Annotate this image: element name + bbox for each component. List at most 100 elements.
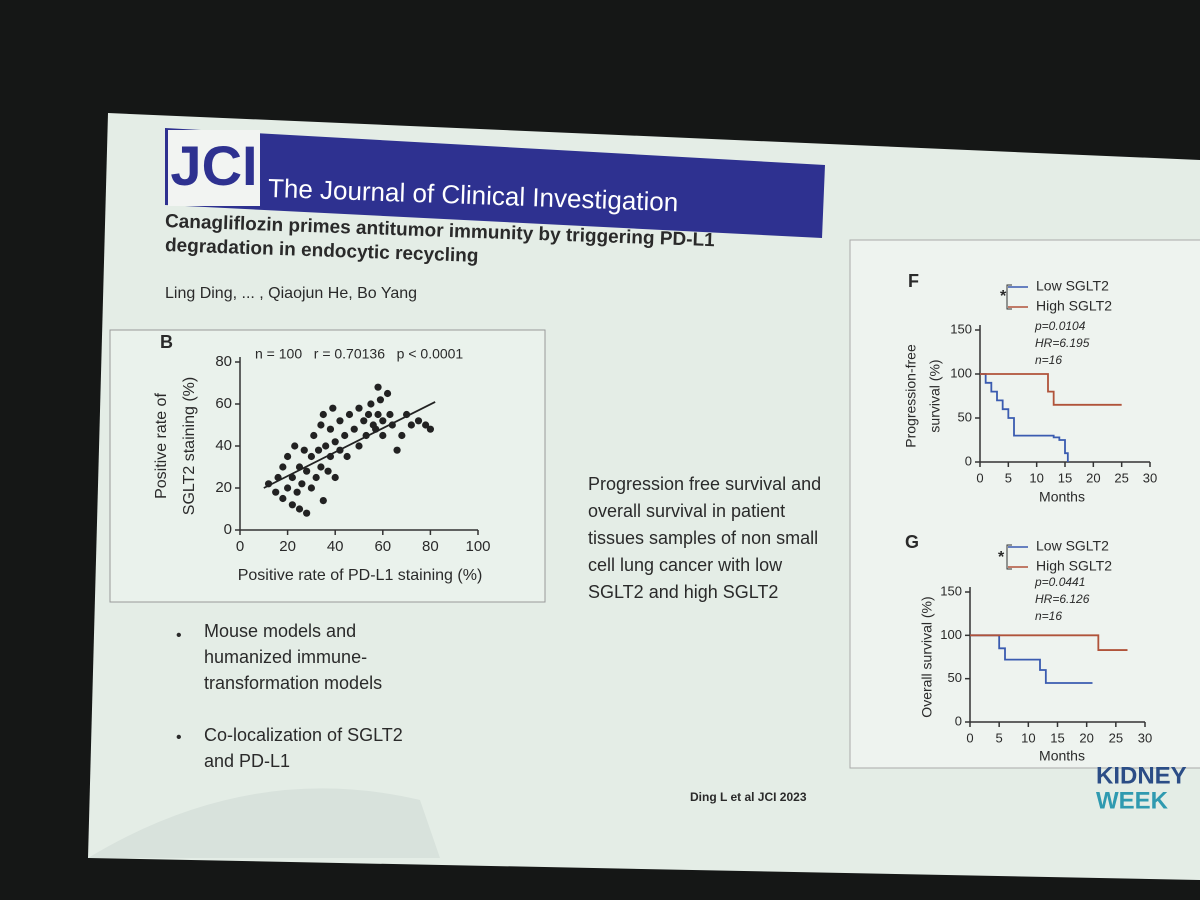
point bbox=[422, 421, 430, 429]
legend-label: Low SGLT2 bbox=[1036, 278, 1109, 294]
survival-curve bbox=[980, 373, 1122, 406]
x-axis-label: Positive rate of PD-L1 staining (%) bbox=[238, 567, 483, 584]
point bbox=[303, 467, 311, 475]
point bbox=[326, 425, 335, 433]
point bbox=[383, 389, 392, 398]
x-tick-label: 0 bbox=[966, 730, 973, 745]
point bbox=[324, 467, 332, 475]
stat: p=0.0104 bbox=[1034, 319, 1086, 333]
x-tick-label: 20 bbox=[279, 538, 296, 555]
point bbox=[288, 501, 296, 509]
point bbox=[355, 404, 363, 412]
brand: KIDNEY bbox=[1096, 762, 1187, 789]
x-tick-label: 0 bbox=[976, 470, 983, 485]
panel-b bbox=[109, 329, 546, 603]
summary-text: SGLT2 and high SGLT2 bbox=[588, 582, 778, 602]
point bbox=[295, 505, 304, 513]
y-tick-label: 50 bbox=[948, 670, 962, 685]
point bbox=[307, 452, 315, 461]
point bbox=[284, 452, 292, 461]
slide-decoration bbox=[88, 788, 440, 858]
stat: n=16 bbox=[1035, 609, 1062, 623]
point bbox=[360, 417, 368, 425]
survival-curve bbox=[970, 634, 1093, 684]
trend-line bbox=[263, 401, 436, 489]
x-tick-label: 100 bbox=[465, 538, 490, 555]
point bbox=[291, 442, 299, 450]
y-tick-label: 0 bbox=[965, 453, 972, 468]
jci-banner bbox=[165, 128, 825, 238]
point bbox=[343, 452, 351, 461]
jci-logo-box bbox=[168, 130, 260, 206]
bullet-text: and PD-L1 bbox=[204, 751, 290, 771]
point bbox=[350, 425, 358, 433]
point bbox=[374, 410, 382, 419]
point bbox=[303, 509, 311, 517]
point bbox=[322, 442, 330, 450]
point bbox=[398, 431, 406, 440]
legend-label: Low SGLT2 bbox=[1036, 538, 1109, 554]
x-tick-label: 40 bbox=[327, 538, 344, 555]
bullet-dot: • bbox=[176, 627, 182, 644]
x-axis-label: Months bbox=[1039, 748, 1085, 764]
point bbox=[426, 425, 434, 433]
authors: Ling Ding, ... , Qiaojun He, Bo Yang bbox=[165, 285, 417, 302]
point bbox=[329, 404, 337, 412]
panel-label: B bbox=[160, 332, 173, 352]
x-axis-label: Months bbox=[1039, 489, 1085, 505]
y-tick-label: 0 bbox=[955, 713, 962, 728]
x-tick-label: 60 bbox=[374, 538, 391, 555]
stat: HR=6.195 bbox=[1035, 336, 1090, 350]
legend-bracket bbox=[1006, 544, 1012, 570]
bullet-text: Mouse models and bbox=[204, 621, 356, 641]
point bbox=[376, 396, 385, 404]
point bbox=[336, 417, 344, 425]
point bbox=[307, 484, 315, 492]
point bbox=[319, 410, 327, 419]
bullet-text: Co-localization of SGLT2 bbox=[204, 725, 403, 745]
x-tick-label: 15 bbox=[1058, 470, 1072, 485]
point bbox=[279, 494, 287, 503]
survival-curve bbox=[970, 634, 1128, 651]
x-tick-label: 0 bbox=[236, 538, 244, 555]
point bbox=[319, 497, 327, 505]
y-tick-label: 50 bbox=[958, 409, 972, 424]
panel-label: F bbox=[908, 271, 919, 291]
y-tick-label: 150 bbox=[940, 583, 962, 598]
x-tick-label: 30 bbox=[1143, 470, 1157, 485]
point bbox=[317, 421, 325, 429]
point bbox=[386, 410, 394, 419]
point bbox=[379, 417, 387, 425]
x-tick-label: 20 bbox=[1086, 470, 1100, 485]
point bbox=[393, 446, 401, 454]
point bbox=[367, 400, 375, 408]
point bbox=[407, 421, 415, 429]
significance: * bbox=[998, 549, 1005, 566]
y-tick-label: 100 bbox=[940, 627, 962, 642]
point bbox=[288, 473, 296, 482]
point bbox=[272, 488, 280, 496]
y-tick-label: 40 bbox=[215, 437, 232, 454]
panel-fg bbox=[849, 239, 1200, 769]
y-tick-label: 0 bbox=[224, 521, 232, 538]
legend-label: High SGLT2 bbox=[1036, 558, 1112, 574]
legend-bracket bbox=[1006, 284, 1012, 310]
jci-logo: JCI bbox=[170, 134, 257, 197]
point bbox=[284, 484, 292, 492]
summary-text: tissues samples of non small bbox=[588, 528, 818, 548]
point bbox=[355, 442, 363, 450]
point bbox=[374, 383, 382, 391]
point bbox=[279, 463, 287, 471]
y-tick-label: 100 bbox=[950, 365, 972, 380]
y-axis-label: Progression-free bbox=[903, 344, 919, 448]
y-tick-label: 60 bbox=[215, 395, 232, 412]
x-tick-label: 10 bbox=[1021, 730, 1035, 745]
summary-text: overall survival in patient bbox=[588, 501, 785, 521]
bullet-text: transformation models bbox=[204, 673, 382, 693]
point bbox=[331, 473, 339, 482]
point bbox=[310, 431, 318, 440]
survival-curve bbox=[980, 373, 1069, 462]
y-axis-label: SGLT2 staining (%) bbox=[181, 377, 198, 515]
